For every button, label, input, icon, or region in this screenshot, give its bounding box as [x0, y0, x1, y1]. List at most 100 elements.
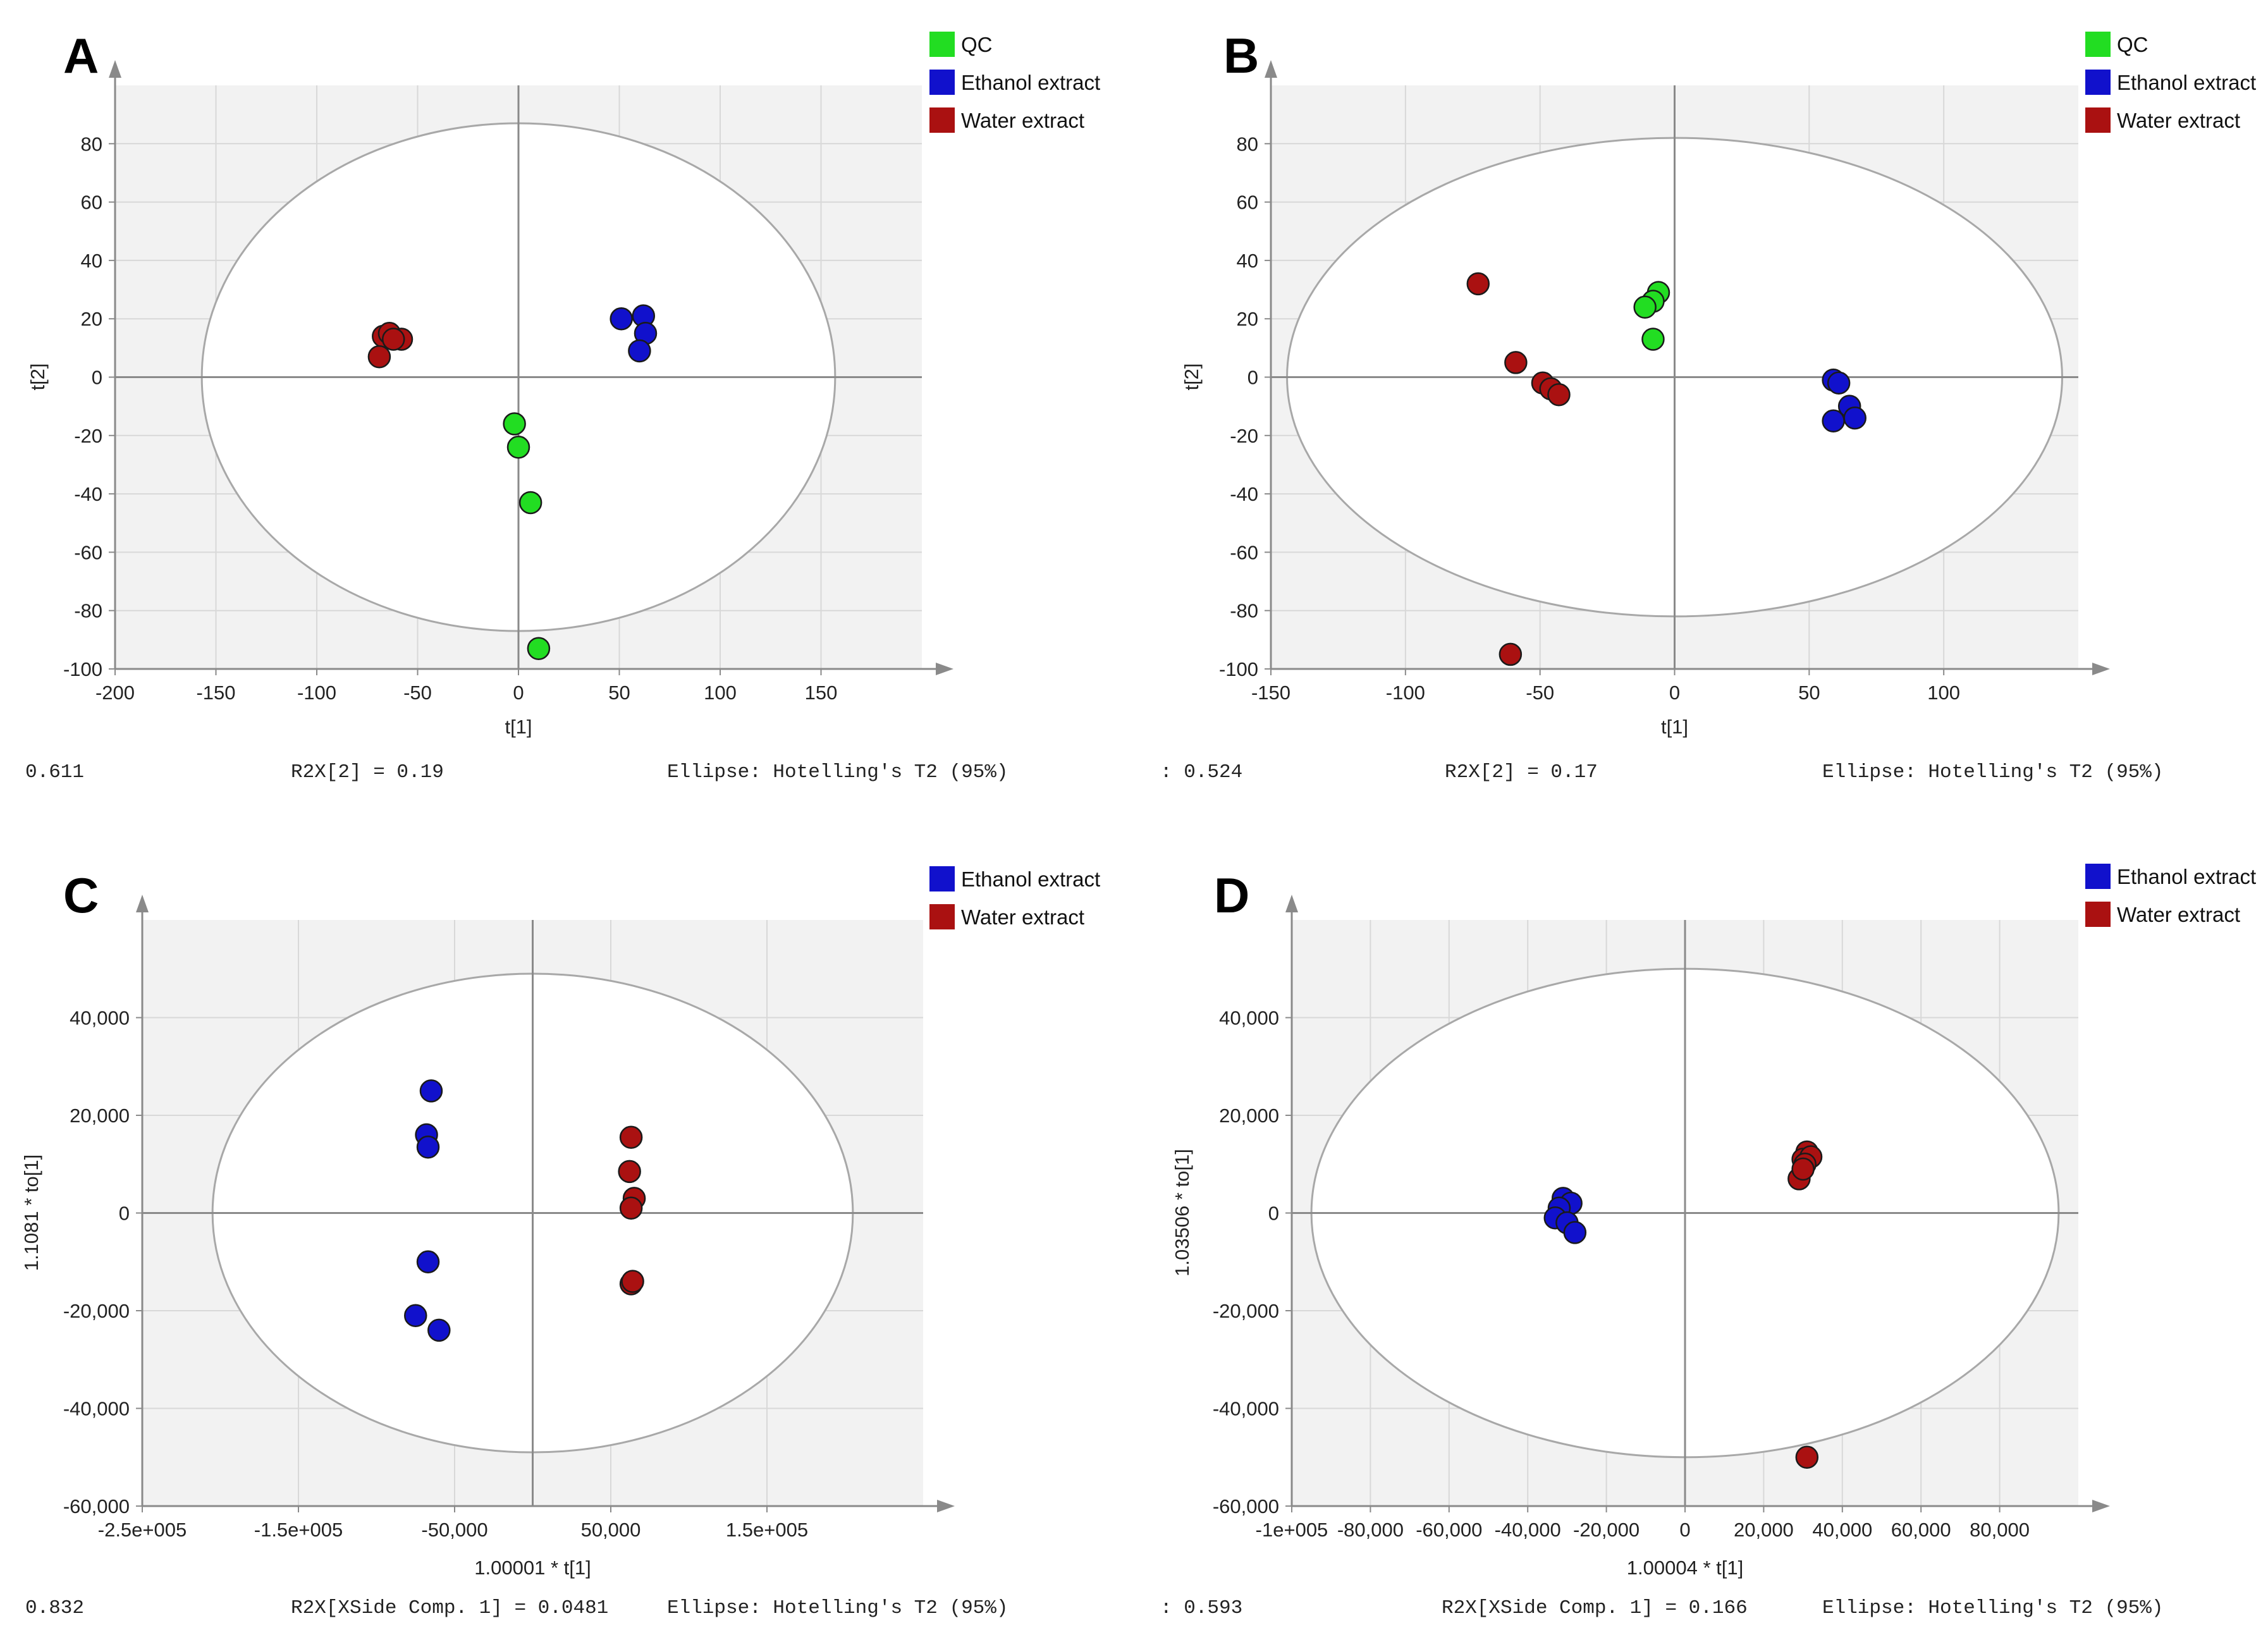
point-qc: [506, 436, 530, 459]
point-water-extract: [1795, 1445, 1819, 1469]
panel-letter: C: [63, 867, 99, 923]
x-tick-label: 100: [1927, 682, 1960, 704]
x-tick-label: 0: [1679, 1519, 1690, 1541]
legend-swatch-water-extract: [2085, 107, 2111, 133]
x-tick-label: 60,000: [1891, 1519, 1951, 1541]
x-axis-title: t[1]: [505, 716, 532, 738]
x-tick-label: 50: [608, 682, 630, 704]
point-ethanol-extract: [1843, 406, 1867, 430]
y-tick-label: 0: [1268, 1203, 1279, 1225]
x-tick-label: -50: [1526, 682, 1554, 704]
point-qc: [527, 637, 551, 660]
x-tick-label: -1.5e+005: [254, 1519, 343, 1541]
x-tick-label: -60,000: [1416, 1519, 1482, 1541]
y-tick-label: -20,000: [63, 1300, 130, 1322]
legend-swatch-ethanol-extract: [2085, 70, 2111, 95]
legend-swatch-ethanol-extract: [929, 70, 955, 95]
x-tick-label: -200: [95, 682, 135, 704]
footer-r2x-cum: : 0.593: [1160, 1597, 1242, 1619]
y-tick-label: 20,000: [70, 1105, 130, 1127]
y-tick-label: 20: [81, 308, 102, 330]
y-tick-label: -40: [74, 483, 102, 505]
y-axis-arrow: [136, 895, 149, 912]
y-tick-label: 0: [1247, 367, 1258, 389]
x-tick-label: 40,000: [1812, 1519, 1872, 1541]
y-axis-arrow: [1285, 895, 1298, 912]
x-axis-arrow: [2092, 1500, 2110, 1512]
legend-label: Water extract: [2117, 903, 2240, 926]
x-tick-label: -1e+005: [1256, 1519, 1328, 1541]
y-tick-label: 20: [1237, 308, 1258, 330]
y-tick-label: 60: [1237, 192, 1258, 214]
point-ethanol-extract: [404, 1304, 427, 1327]
y-tick-label: 0: [119, 1203, 130, 1225]
legend-label: QC: [2117, 33, 2148, 56]
legend-label: Water extract: [961, 109, 1084, 132]
point-ethanol-extract: [610, 307, 633, 331]
legend-label: Water extract: [2117, 109, 2240, 132]
y-axis-title: t[2]: [1180, 363, 1203, 390]
x-axis-arrow: [937, 1500, 955, 1512]
y-tick-label: 80: [1237, 133, 1258, 155]
legend-swatch-water-extract: [929, 904, 955, 929]
y-axis-title: 1.03506 * to[1]: [1171, 1149, 1193, 1277]
y-tick-label: -60,000: [63, 1495, 130, 1517]
y-tick-label: 40: [81, 250, 102, 272]
point-water-extract: [619, 1125, 643, 1149]
x-tick-label: 0: [513, 682, 524, 704]
x-tick-label: -100: [297, 682, 336, 704]
y-tick-label: 40: [1237, 250, 1258, 272]
x-tick-label: -20,000: [1573, 1519, 1640, 1541]
y-tick-label: -40,000: [63, 1398, 130, 1420]
x-axis-arrow: [936, 663, 953, 675]
x-tick-label: -100: [1386, 682, 1425, 704]
point-ethanol-extract: [1827, 371, 1851, 395]
point-ethanol-extract: [416, 1250, 440, 1273]
point-water-extract: [1547, 383, 1571, 407]
footer-r2x: R2X[XSide Comp. 1] = 0.0481: [291, 1597, 608, 1619]
legend-label: QC: [961, 33, 993, 56]
panel-letter: D: [1214, 867, 1249, 923]
y-tick-label: -60,000: [1213, 1495, 1279, 1517]
panel-letter: A: [63, 28, 99, 83]
panel-b: B-150 -100 -50 0 50 100-100-80-60-40-20020406…: [1160, 28, 2256, 783]
x-tick-label: -50,000: [421, 1519, 487, 1541]
legend-swatch-qc: [929, 32, 955, 57]
point-water-extract: [1466, 272, 1490, 296]
y-tick-label: -20: [1230, 425, 1258, 447]
x-tick-label: 100: [704, 682, 737, 704]
point-water-extract: [618, 1160, 641, 1184]
panel-a: A-200 -150 -100 -50 0 50 100 150-100-80-60-40-2…: [25, 28, 1100, 783]
x-tick-label: 20,000: [1734, 1519, 1794, 1541]
point-qc: [1633, 295, 1657, 319]
y-tick-label: -100: [63, 658, 102, 680]
y-tick-label: -20,000: [1213, 1300, 1279, 1322]
footer-ellipse: Ellipse: Hotelling's T2 (95%): [1822, 761, 2164, 783]
panel-c: C -2.5e+005 -1.5e+005 -50,000 50,000 1.5e+005…: [20, 866, 1100, 1619]
point-water-extract: [1499, 642, 1523, 666]
y-axis-arrow: [109, 60, 121, 78]
point-ethanol-extract: [628, 339, 651, 363]
y-tick-label: -40,000: [1213, 1398, 1279, 1420]
legend-swatch-water-extract: [2085, 902, 2111, 927]
legend-label: Water extract: [961, 905, 1084, 929]
y-tick-label: -60: [1230, 541, 1258, 563]
x-tick-label: -150: [1251, 682, 1290, 704]
y-axis-title: t[2]: [27, 363, 49, 390]
y-tick-label: -20: [74, 425, 102, 447]
point-qc: [1641, 328, 1665, 351]
x-axis-title: 1.00001 * t[1]: [474, 1557, 591, 1579]
point-water-extract: [1791, 1157, 1815, 1181]
panel-letter: B: [1223, 28, 1259, 83]
legend-label: Ethanol extract: [2117, 71, 2256, 94]
point-ethanol-extract: [1563, 1221, 1587, 1244]
x-tick-label: -2.5e+005: [98, 1519, 187, 1541]
y-tick-label: -40: [1230, 483, 1258, 505]
y-tick-label: 80: [81, 133, 102, 155]
y-tick-label: -60: [74, 541, 102, 563]
point-ethanol-extract: [419, 1079, 443, 1103]
y-tick-label: 0: [92, 367, 102, 389]
footer-ellipse: Ellipse: Hotelling's T2 (95%): [667, 761, 1008, 783]
point-water-extract: [367, 345, 391, 369]
point-water-extract: [621, 1270, 644, 1293]
